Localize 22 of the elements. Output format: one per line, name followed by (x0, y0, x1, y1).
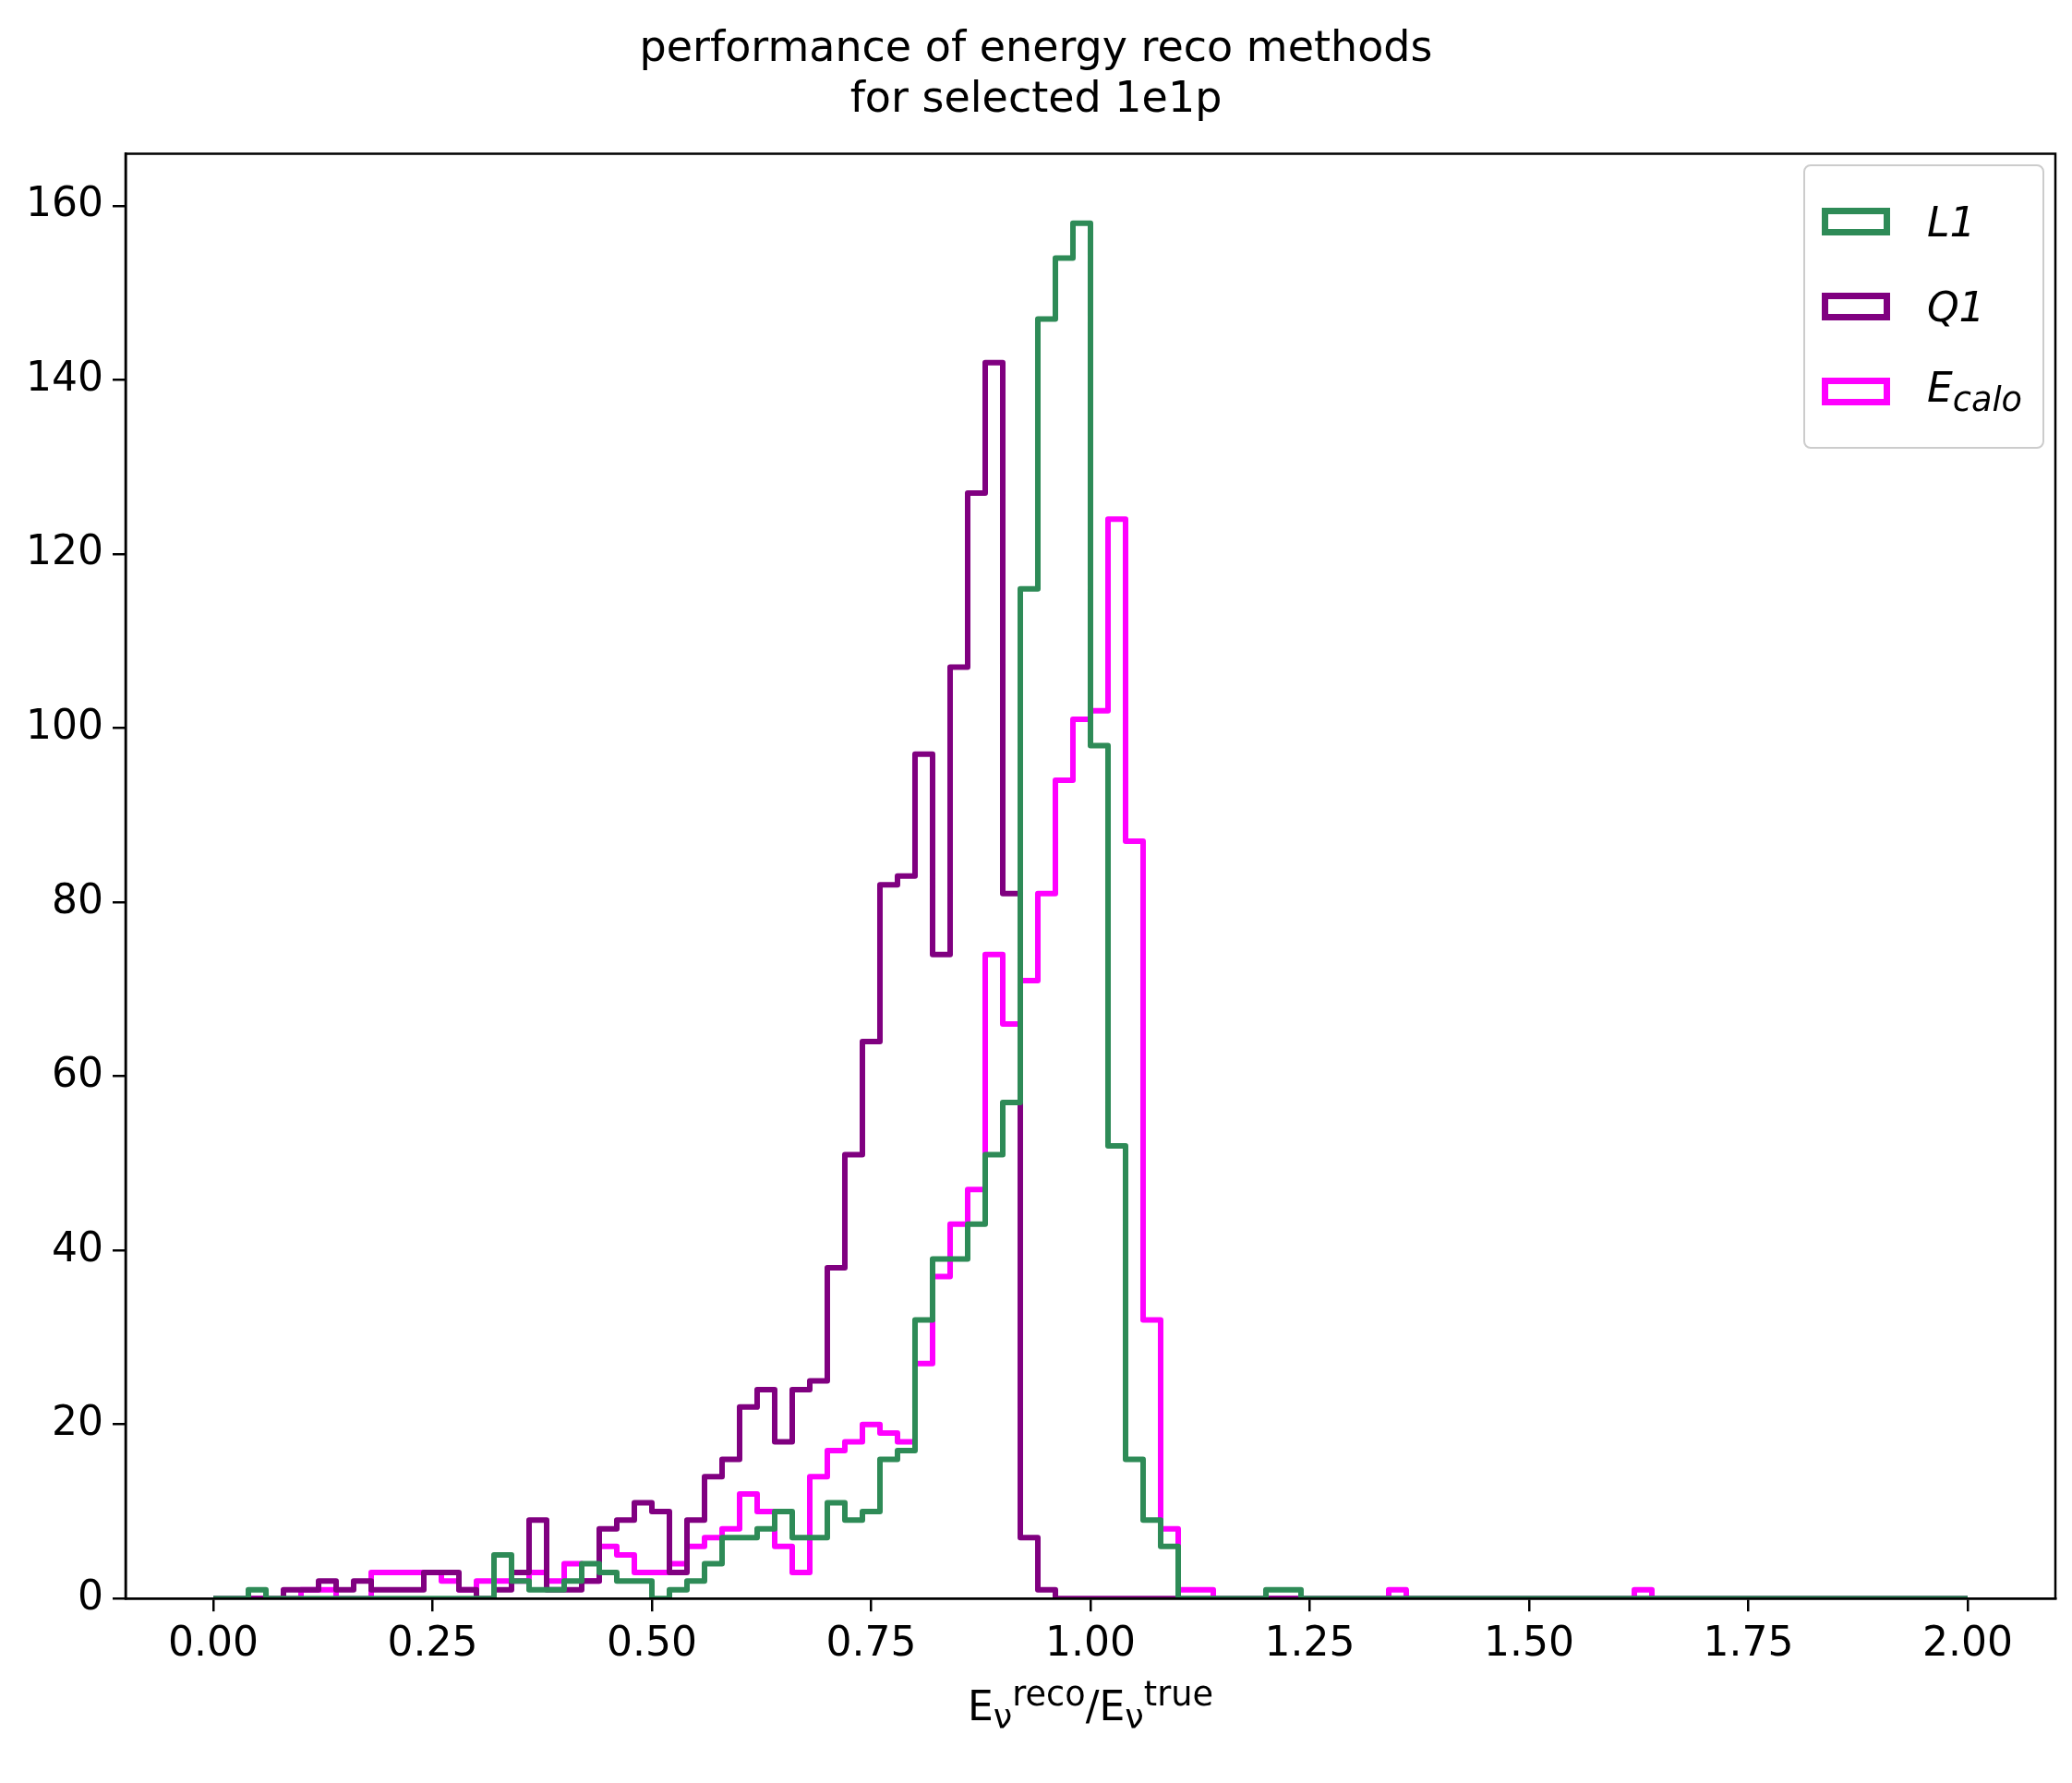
legend-label: Q1 (1926, 283, 1985, 331)
x-tick-label: 0.00 (168, 1618, 259, 1666)
y-tick-label: 60 (51, 1049, 103, 1097)
chart-title: performance of energy reco methods for selected 1e1p (639, 20, 1433, 122)
x-tick-label: 0.75 (825, 1618, 917, 1666)
x-tick-label: 0.50 (607, 1618, 697, 1666)
legend-label: E$_{calo}$ (1926, 364, 2022, 420)
y-tick-label: 120 (26, 526, 103, 574)
legend-label: L1 (1926, 198, 1976, 246)
y-tick-label: 80 (51, 874, 103, 922)
y-tick-label: 100 (26, 700, 103, 748)
y-tick-label: 0 (77, 1571, 103, 1619)
y-tick-label: 140 (26, 352, 103, 400)
y-tick-label: 20 (51, 1397, 103, 1445)
x-tick-label: 1.75 (1703, 1618, 1794, 1666)
x-tick-label: 0.25 (387, 1618, 478, 1666)
y-tick-label: 40 (51, 1223, 103, 1271)
x-tick-label: 1.25 (1264, 1618, 1355, 1666)
x-tick-label: 1.00 (1045, 1618, 1136, 1666)
x-tick-label: 2.00 (1922, 1618, 2013, 1666)
y-tick-label: 160 (26, 178, 103, 226)
x-tick-label: 1.50 (1484, 1618, 1574, 1666)
